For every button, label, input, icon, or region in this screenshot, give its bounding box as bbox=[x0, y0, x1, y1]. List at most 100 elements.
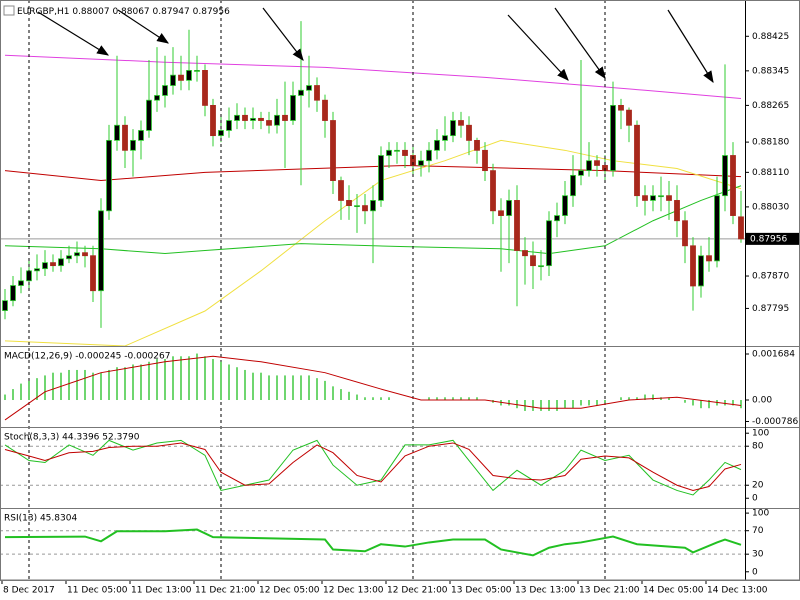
candle-body bbox=[498, 210, 504, 216]
histogram-bar bbox=[700, 400, 702, 409]
symbol-icon bbox=[3, 5, 15, 16]
x-tick-label: 8 Dec 2017 bbox=[3, 586, 55, 596]
candle-body bbox=[458, 120, 464, 126]
histogram-bar bbox=[692, 400, 694, 406]
candle-body bbox=[570, 174, 576, 197]
histogram-bar bbox=[68, 369, 70, 401]
candle-body bbox=[162, 85, 168, 96]
y-tick-label: 0.88110 bbox=[752, 168, 789, 178]
histogram-bar bbox=[532, 400, 534, 411]
candle-body bbox=[490, 170, 496, 212]
histogram-bar bbox=[652, 394, 654, 401]
candle-body bbox=[290, 95, 296, 121]
indicator-line bbox=[4, 528, 742, 557]
x-tick-label: 13 Dec 13:00 bbox=[515, 586, 576, 596]
histogram-bar bbox=[92, 372, 94, 401]
arrow bbox=[262, 7, 304, 61]
histogram-bar bbox=[604, 400, 606, 403]
y-tick-label: 0 bbox=[752, 567, 758, 577]
histogram-bar bbox=[332, 386, 334, 401]
candle-body bbox=[154, 95, 160, 101]
y-tick-label: 0.88030 bbox=[752, 202, 789, 212]
histogram-bar bbox=[620, 397, 622, 401]
y-tick-label: 70 bbox=[752, 526, 764, 536]
candle-body bbox=[586, 160, 592, 172]
candle-body bbox=[394, 149, 400, 152]
histogram-bar bbox=[732, 400, 734, 406]
candle-body bbox=[106, 139, 112, 212]
annotation-arrows bbox=[37, 7, 714, 84]
candle-body bbox=[466, 124, 472, 141]
candle-body bbox=[98, 210, 104, 292]
histogram-bar bbox=[156, 359, 158, 401]
candle-body bbox=[122, 124, 128, 151]
candle-body bbox=[474, 139, 480, 151]
y-tick-label: 20 bbox=[752, 481, 764, 491]
histogram-bar bbox=[100, 372, 102, 401]
histogram-bar bbox=[188, 356, 190, 401]
current-price-box bbox=[746, 232, 800, 245]
indicator-line bbox=[4, 185, 742, 255]
panel bbox=[0, 528, 745, 557]
histogram-bar bbox=[724, 400, 726, 406]
x-tick-label: 12 Dec 13:00 bbox=[323, 586, 384, 596]
histogram-bar bbox=[556, 400, 558, 411]
histogram-bar bbox=[388, 397, 390, 401]
histogram-bar bbox=[596, 400, 598, 406]
histogram-bar bbox=[244, 369, 246, 401]
indicator-line bbox=[4, 355, 742, 421]
candle-body bbox=[338, 180, 344, 201]
histogram-bar bbox=[284, 375, 286, 401]
histogram-bar bbox=[460, 397, 462, 401]
candle-body bbox=[634, 124, 640, 197]
x-tick-label: 13 Dec 05:00 bbox=[451, 586, 512, 596]
candle-body bbox=[410, 155, 416, 166]
arrow bbox=[117, 9, 170, 44]
candle-body bbox=[18, 280, 24, 286]
x-tick-label: 11 Dec 21:00 bbox=[195, 586, 256, 596]
last-low: 0.87947 bbox=[153, 7, 190, 17]
x-tick-label: 12 Dec 05:00 bbox=[259, 586, 320, 596]
chart-header: EURGBP,H1 0.88007 0.88067 0.87947 0.8795… bbox=[17, 7, 230, 17]
candle-body bbox=[618, 104, 624, 111]
symbol: EURGBP,H1 bbox=[17, 7, 69, 17]
candle-body bbox=[242, 114, 248, 121]
y-tick-label: 0.88180 bbox=[752, 138, 789, 148]
candle-body bbox=[50, 262, 56, 267]
histogram-bar bbox=[668, 397, 670, 401]
histogram-bar bbox=[204, 356, 206, 401]
candle-body bbox=[354, 205, 360, 208]
candle-body bbox=[554, 215, 560, 222]
candle-body bbox=[258, 117, 264, 121]
candle-body bbox=[194, 70, 200, 72]
histogram-bar bbox=[340, 389, 342, 401]
histogram-bar bbox=[316, 378, 318, 401]
histogram-bar bbox=[564, 400, 566, 409]
histogram-bar bbox=[84, 369, 86, 401]
candle-body bbox=[298, 89, 304, 96]
candle-body bbox=[738, 216, 744, 240]
candle-body bbox=[658, 195, 664, 198]
panel-title: RSI(13) 45.8304 bbox=[4, 514, 77, 524]
indicator-line bbox=[4, 442, 742, 491]
panel bbox=[0, 21, 745, 346]
candle-body bbox=[506, 200, 512, 216]
arrow bbox=[554, 7, 606, 79]
histogram-bar bbox=[300, 375, 302, 401]
histogram-bar bbox=[548, 400, 550, 411]
indicator-line bbox=[4, 54, 742, 99]
panel bbox=[0, 439, 745, 496]
x-tick-label: 13 Dec 21:00 bbox=[579, 586, 640, 596]
candle-body bbox=[90, 255, 96, 292]
histogram-bar bbox=[428, 397, 430, 401]
candle-body bbox=[698, 255, 704, 287]
histogram-bar bbox=[236, 367, 238, 401]
candle-body bbox=[386, 149, 392, 156]
candle-body bbox=[370, 200, 376, 212]
last-high: 0.88067 bbox=[112, 7, 149, 17]
histogram-bar bbox=[220, 361, 222, 401]
candle-body bbox=[10, 285, 16, 302]
candle-body bbox=[514, 200, 520, 251]
histogram-bar bbox=[52, 372, 54, 401]
